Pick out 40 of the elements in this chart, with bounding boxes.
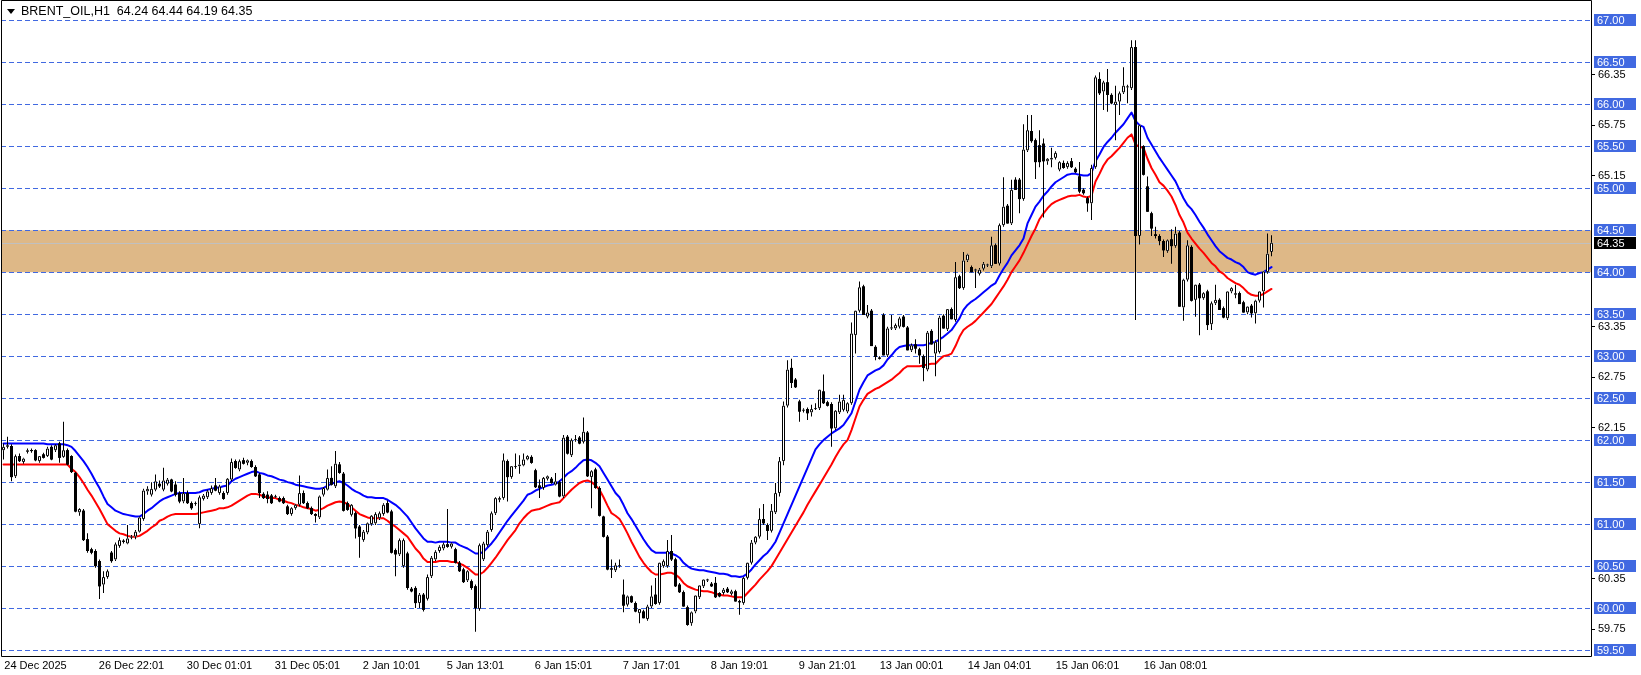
ref-line-label: 64.50	[1597, 223, 1625, 236]
ref-line-label: 66.00	[1597, 97, 1625, 110]
x-tick-label: 15 Jan 06:01	[1055, 658, 1120, 671]
ref-line-label: 59.50	[1597, 643, 1625, 656]
x-tick-label: 13 Jan 00:01	[879, 658, 944, 671]
ref-line-label: 67.00	[1597, 13, 1625, 26]
chart-title: BRENT_OIL,H1 64.24 64.44 64.19 64.35	[21, 4, 253, 19]
ref-line-label: 66.50	[1597, 55, 1625, 68]
ref-line-label: 60.00	[1597, 601, 1625, 614]
x-tick-label: 26 Dec 22:01	[98, 658, 165, 671]
ref-line-label: 64.00	[1597, 265, 1625, 278]
y-tick-label: 62.75	[1598, 370, 1626, 383]
ref-line-label: 60.50	[1597, 559, 1625, 572]
y-tick-label: 66.35	[1598, 67, 1626, 80]
ref-line-label: 63.00	[1597, 349, 1625, 362]
y-tick-label: 59.75	[1598, 622, 1626, 635]
ref-line-label: 62.00	[1597, 433, 1625, 446]
ref-line-label: 63.50	[1597, 307, 1625, 320]
ref-line-label: 65.50	[1597, 139, 1625, 152]
ref-line-label: 62.50	[1597, 391, 1625, 404]
x-tick-label: 2 Jan 10:01	[362, 658, 421, 671]
x-tick-label: 16 Jan 08:01	[1143, 658, 1208, 671]
y-tick-label: 65.75	[1598, 118, 1626, 131]
x-tick-label: 5 Jan 13:01	[446, 658, 505, 671]
x-tick-label: 7 Jan 17:01	[622, 658, 681, 671]
x-tick-label: 6 Jan 15:01	[534, 658, 593, 671]
y-tick-label: 63.35	[1598, 319, 1626, 332]
x-tick-label: 31 Dec 05:01	[274, 658, 341, 671]
x-tick-label: 24 Dec 2025	[4, 658, 67, 671]
ref-line-label: 61.50	[1597, 475, 1625, 488]
y-tick-label: 60.35	[1598, 571, 1626, 584]
ref-line-label: 64.35	[1597, 236, 1625, 249]
x-tick-label: 9 Jan 21:01	[798, 658, 857, 671]
x-tick-label: 8 Jan 19:01	[710, 658, 769, 671]
x-tick-label: 14 Jan 04:01	[967, 658, 1032, 671]
y-tick-label: 65.15	[1598, 168, 1626, 181]
y-tick-label: 62.15	[1598, 420, 1626, 433]
ref-line-label: 65.00	[1597, 181, 1625, 194]
x-tick-label: 30 Dec 01:01	[186, 658, 253, 671]
ref-line-label: 61.00	[1597, 517, 1625, 530]
